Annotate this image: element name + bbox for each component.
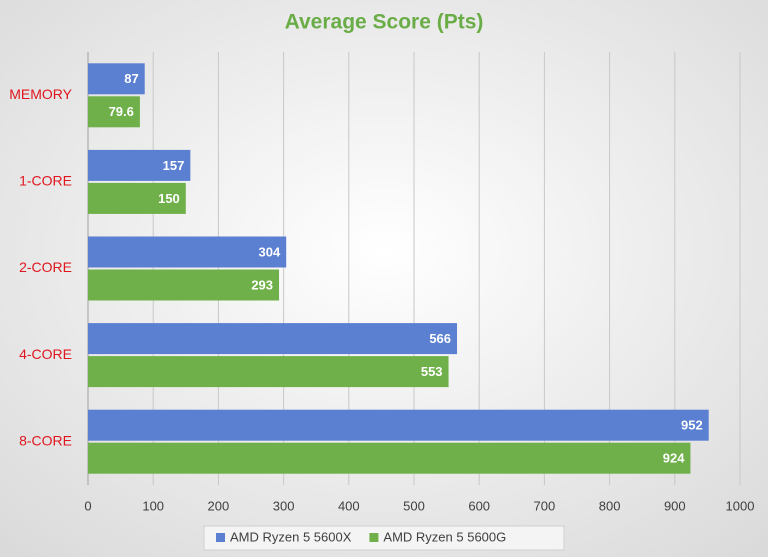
y-tick-label: 8-CORE — [19, 432, 72, 448]
bar — [88, 356, 449, 388]
x-tick-label: 400 — [338, 498, 360, 513]
bar — [88, 269, 280, 301]
data-label: 952 — [681, 418, 703, 433]
data-label: 79.6 — [109, 104, 134, 119]
legend-swatch — [369, 533, 379, 542]
y-tick-label: MEMORY — [9, 86, 72, 102]
bar — [88, 96, 140, 128]
legend-label: AMD Ryzen 5 5600G — [383, 529, 506, 544]
bar — [88, 236, 287, 268]
x-tick-label: 200 — [208, 498, 230, 513]
data-label: 924 — [663, 451, 685, 466]
legend-box — [203, 525, 565, 551]
chart-title: Average Score (Pts) — [285, 11, 484, 34]
y-tick-label: 1-CORE — [19, 173, 72, 189]
x-tick-label: 900 — [664, 498, 686, 513]
y-tick-label: 2-CORE — [19, 259, 72, 275]
bar — [88, 442, 691, 474]
bar — [88, 149, 191, 181]
data-label: 157 — [163, 158, 185, 173]
x-tick-label: 1000 — [726, 498, 755, 513]
x-tick-label: 100 — [142, 498, 164, 513]
data-label: 293 — [251, 277, 273, 292]
data-label: 150 — [158, 191, 180, 206]
bar — [88, 63, 145, 95]
x-tick-label: 600 — [468, 498, 490, 513]
x-tick-label: 700 — [534, 498, 556, 513]
y-tick-label: 4-CORE — [19, 346, 72, 362]
legend-swatch — [216, 533, 225, 542]
bar — [88, 323, 458, 355]
bar — [88, 182, 186, 214]
x-tick-label: 500 — [403, 498, 425, 513]
data-label: 553 — [421, 364, 443, 379]
data-label: 566 — [429, 331, 451, 346]
x-tick-label: 800 — [599, 498, 621, 513]
x-tick-label: 300 — [273, 498, 295, 513]
data-label: 87 — [124, 71, 138, 86]
data-label: 304 — [259, 244, 281, 259]
x-tick-label: 0 — [84, 498, 91, 513]
legend-label: AMD Ryzen 5 5600X — [230, 529, 352, 544]
bar — [88, 409, 709, 441]
